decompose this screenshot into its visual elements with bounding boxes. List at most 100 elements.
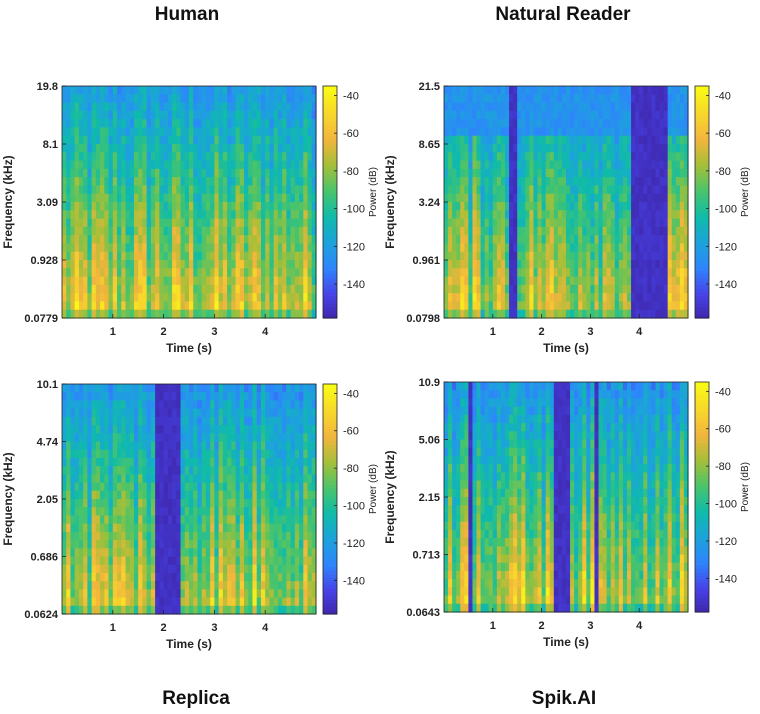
spectrogram-cell	[91, 210, 97, 220]
spectrogram-cell	[133, 86, 139, 95]
spectrogram-cell	[537, 235, 543, 245]
spectrogram-cell	[273, 457, 279, 467]
spectrogram-cell	[290, 268, 296, 278]
spectrogram-cell	[214, 309, 220, 319]
spectrogram-cell	[95, 490, 101, 500]
spectrogram-cell	[525, 235, 530, 245]
colorbar-segment	[695, 274, 709, 279]
spectrogram-cell	[201, 490, 207, 500]
spectrogram-cell	[138, 144, 144, 153]
spectrogram-cell	[100, 449, 105, 459]
spectrogram-cell	[277, 160, 283, 170]
spectrogram-cell	[95, 572, 101, 582]
spectrogram-cell	[244, 110, 249, 120]
spectrogram-cell	[176, 482, 182, 492]
spectrogram-cell	[100, 433, 105, 443]
colorbar-segment	[323, 281, 337, 286]
spectrogram-cell	[464, 168, 469, 178]
spectrogram-cell	[184, 235, 190, 245]
spectrogram-cell	[627, 218, 632, 228]
spectrogram-cell	[125, 581, 131, 590]
spectrogram-cell	[167, 433, 173, 443]
spectrogram-cell	[176, 605, 182, 615]
spectrogram-cell	[104, 499, 110, 508]
spectrogram-cell	[91, 441, 97, 451]
spectrogram-cell	[78, 86, 84, 95]
spectrogram-cell	[570, 235, 575, 245]
spectrogram-cell	[460, 177, 465, 187]
spectrogram-cell	[282, 135, 287, 145]
spectrogram-cell	[210, 160, 215, 170]
spectrogram-cell	[112, 441, 118, 451]
spectrogram-cell	[460, 268, 465, 278]
spectrogram-cell	[545, 301, 551, 311]
spectrogram-cell	[590, 293, 596, 303]
spectrogram-cell	[133, 193, 139, 203]
spectrogram-cell	[533, 102, 539, 112]
spectrogram-cell	[505, 268, 510, 278]
spectrogram-cell	[172, 597, 177, 607]
spectrogram-cell	[133, 301, 139, 311]
spectrogram-cell	[496, 193, 502, 203]
spectrogram-cell	[108, 392, 114, 402]
spectrogram-cell	[227, 531, 232, 541]
spectrogram-cell	[480, 177, 486, 187]
spectrogram-cell	[286, 218, 292, 228]
spectrogram-cell	[163, 193, 169, 203]
spectrogram-cell	[142, 309, 148, 319]
spectrogram-cell	[189, 235, 194, 245]
spectrogram-cell	[87, 94, 93, 104]
spectrogram-cell	[214, 284, 220, 294]
spectrogram-cell	[138, 499, 144, 508]
spectrogram-cell	[252, 507, 258, 517]
spectrogram-cell	[138, 507, 144, 517]
spectrogram-cell	[290, 276, 296, 286]
colorbar-segment	[695, 162, 709, 167]
spectrogram-cell	[104, 102, 110, 112]
spectrogram-cell	[683, 260, 689, 269]
spectrogram-cell	[150, 260, 156, 269]
colorbar-segment	[695, 198, 709, 203]
spectrogram-cell	[252, 384, 258, 393]
spectrogram-cell	[180, 243, 186, 253]
spectrogram-cell	[614, 218, 620, 228]
spectrogram-cell	[235, 260, 241, 269]
spectrogram-cell	[91, 135, 97, 145]
spectrogram-cell	[537, 251, 543, 261]
spectrogram-cell	[95, 268, 101, 278]
spectrogram-cell	[269, 119, 275, 129]
colorbar-segment	[695, 299, 709, 305]
spectrogram-cell	[125, 515, 131, 525]
spectrogram-cell	[622, 110, 628, 120]
colorbar-segment	[695, 252, 709, 257]
spectrogram-cell	[218, 276, 224, 286]
spectrogram-cell	[117, 523, 122, 533]
spectrogram-cell	[163, 284, 169, 294]
spectrogram-cell	[244, 515, 249, 525]
spectrogram-cell	[83, 564, 88, 574]
spectrogram-cell	[129, 243, 135, 253]
spectrogram-cell	[163, 309, 169, 319]
spectrogram-cell	[227, 441, 232, 451]
spectrogram-cell	[133, 507, 139, 517]
spectrogram-cell	[91, 226, 97, 236]
spectrogram-cell	[222, 251, 228, 261]
spectrogram-cell	[239, 605, 245, 615]
spectrogram-cell	[180, 193, 186, 203]
spectrogram-cell	[655, 202, 661, 211]
spectrogram-cell	[643, 210, 648, 220]
spectrogram-cell	[87, 384, 93, 393]
spectrogram-cell	[260, 110, 266, 120]
spectrogram-cell	[214, 433, 220, 443]
spectrogram-cell	[533, 119, 539, 129]
spectrogram-cell	[201, 243, 207, 253]
spectrogram-cell	[582, 293, 587, 303]
spectrogram-cell	[651, 251, 657, 261]
spectrogram-cell	[618, 110, 624, 120]
spectrogram-cell	[180, 392, 186, 402]
spectrogram-cell	[146, 309, 152, 319]
spectrogram-cell	[70, 119, 76, 129]
colorbar-segment	[323, 194, 337, 199]
spectrogram-cell	[125, 94, 131, 104]
spectrogram-cell	[561, 160, 567, 170]
